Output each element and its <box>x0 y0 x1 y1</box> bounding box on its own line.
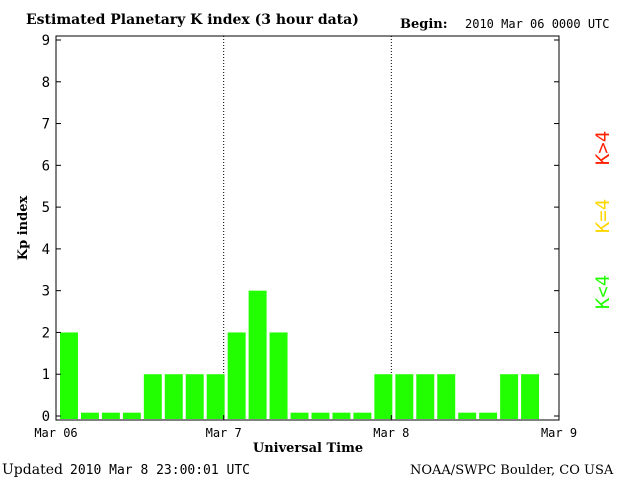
kp-bar <box>521 374 540 419</box>
chart-title: Estimated Planetary K index (3 hour data… <box>26 12 359 28</box>
legend-k-equal-4: K=4 <box>592 199 614 233</box>
x-tick-label: Mar 7 <box>206 426 242 440</box>
y-tick-label: 1 <box>42 367 50 383</box>
updated-label: Updated <box>2 462 63 478</box>
kp-bar <box>80 412 99 419</box>
kp-bar <box>164 374 183 419</box>
kp-bar <box>395 374 414 419</box>
bar-group <box>60 290 540 419</box>
kp-bar <box>311 412 330 419</box>
kp-bar <box>374 374 393 419</box>
y-axis-label: Kp index <box>16 196 31 261</box>
x-tick-label: Mar 06 <box>34 426 77 440</box>
y-axis-ticks: 0 1 2 3 4 5 6 7 8 9 <box>42 33 559 425</box>
x-tick-label: Mar 8 <box>373 426 409 440</box>
kp-bar <box>416 374 435 419</box>
footer-credit: NOAA/SWPC Boulder, CO USA <box>410 463 614 478</box>
kp-bar <box>185 374 204 419</box>
y-tick-label: 0 <box>42 409 50 425</box>
y-tick-label: 3 <box>42 284 50 300</box>
legend-k-greater-4: K>4 <box>592 131 614 165</box>
kp-bar <box>500 374 519 419</box>
kp-bar <box>101 412 120 419</box>
kp-bar <box>353 412 372 419</box>
day-divider-group <box>223 36 392 420</box>
kp-bar <box>332 412 351 419</box>
y-tick-label: 9 <box>42 33 50 49</box>
x-axis-label: Universal Time <box>253 441 363 456</box>
kp-bar <box>437 374 456 419</box>
y-tick-label: 7 <box>42 117 50 133</box>
legend-k-less-4: K<4 <box>592 275 614 309</box>
begin-label: Begin: <box>400 17 448 32</box>
y-tick-label: 2 <box>42 325 50 341</box>
x-axis-ticks: Mar 06 Mar 7 Mar 8 Mar 9 <box>34 415 577 440</box>
y-tick-label: 8 <box>42 75 50 91</box>
kp-bar <box>143 374 162 419</box>
kp-bar <box>227 332 246 419</box>
y-tick-label: 5 <box>42 200 50 216</box>
kp-bar <box>60 332 78 419</box>
kp-bar <box>206 374 225 419</box>
y-tick-label: 4 <box>42 242 50 258</box>
x-tick-label: Mar 9 <box>541 426 577 440</box>
begin-value: 2010 Mar 06 0000 UTC <box>465 17 610 31</box>
kp-bar <box>122 412 141 419</box>
plot-frame <box>55 35 560 421</box>
updated-value: 2010 Mar 8 23:00:01 UTC <box>70 463 250 478</box>
kp-bar <box>248 290 267 419</box>
kp-bar <box>269 332 288 419</box>
y-tick-label: 6 <box>42 158 50 174</box>
kp-bar <box>290 412 309 419</box>
kp-bar <box>458 412 477 419</box>
kp-bar <box>479 412 498 419</box>
